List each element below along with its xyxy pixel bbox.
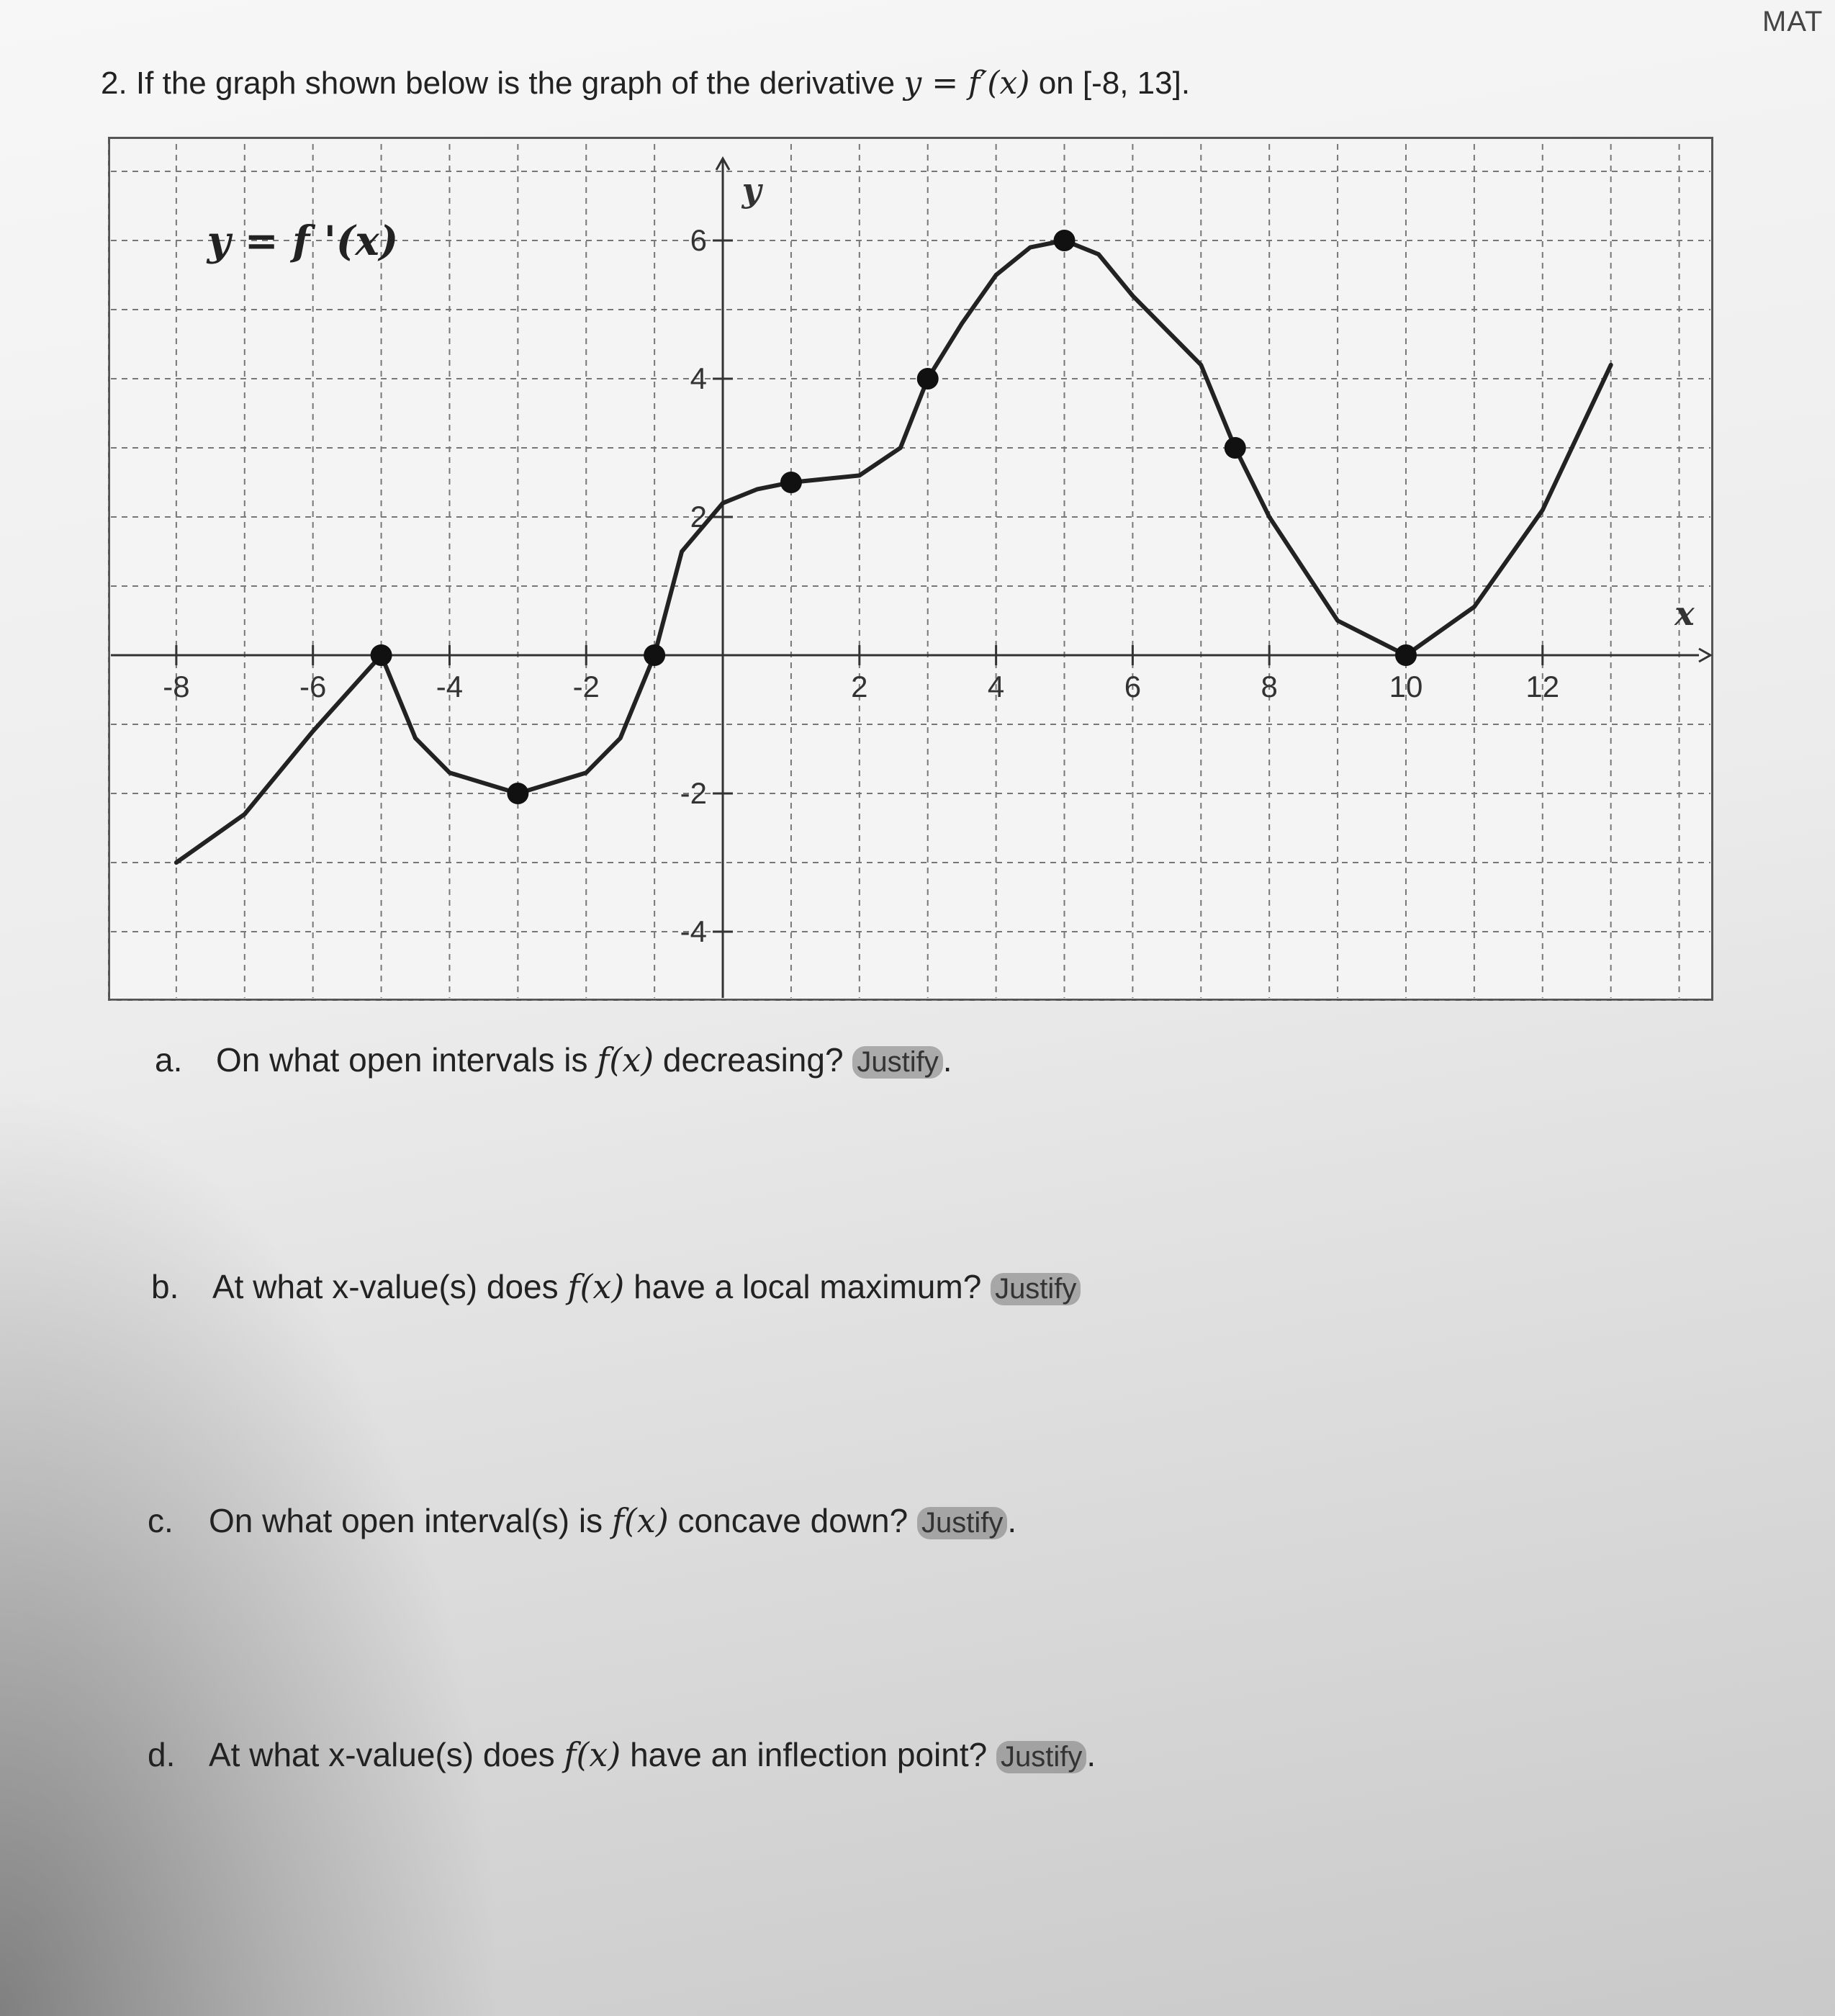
curve-point xyxy=(780,472,802,493)
question-math: f(x) xyxy=(611,1501,669,1540)
x-tick-label: 2 xyxy=(851,670,867,703)
curve-point xyxy=(1224,437,1246,459)
question-c: c. On what open interval(s) is f(x) conca… xyxy=(148,1501,1016,1540)
header-tag: MAT xyxy=(1762,6,1823,37)
question-text: At what x-value(s) does xyxy=(212,1268,568,1305)
question-text: decreasing? xyxy=(654,1041,853,1079)
y-tick-label: 4 xyxy=(690,361,707,395)
question-a: a. On what open intervals is f(x) decreas… xyxy=(155,1040,952,1079)
question-text: At what x-value(s) does xyxy=(209,1736,564,1773)
question-math: f(x) xyxy=(567,1267,625,1306)
justify-word: Justify xyxy=(996,1741,1087,1773)
x-tick-label: 10 xyxy=(1389,670,1423,703)
derivative-curve xyxy=(173,238,1613,865)
curve-point xyxy=(644,644,666,666)
question-math: f(x) xyxy=(597,1040,654,1079)
question-end: . xyxy=(942,1041,952,1079)
x-axis-label: x xyxy=(1674,594,1695,633)
question-text: On what open intervals is xyxy=(216,1041,598,1079)
y-axis-label: y xyxy=(741,171,764,210)
question-letter: b. xyxy=(151,1268,179,1305)
x-tick-label: 6 xyxy=(1124,670,1141,703)
curve-point xyxy=(507,783,529,804)
question-text: On what open interval(s) is xyxy=(209,1502,612,1539)
question-text: have an inflection point? xyxy=(621,1736,996,1773)
problem-text-after: on [-8, 13]. xyxy=(1029,66,1191,101)
justify-word: Justify xyxy=(852,1046,943,1079)
y-axis-arrow xyxy=(715,156,731,171)
x-tick-label: 12 xyxy=(1525,670,1559,703)
question-end: . xyxy=(1086,1736,1096,1773)
x-axis-arrow xyxy=(1698,647,1713,663)
curve-point xyxy=(1394,644,1417,666)
question-d: d. At what x-value(s) does f(x) have an i… xyxy=(148,1735,1096,1774)
curve-point xyxy=(370,644,392,666)
x-tick-label: -6 xyxy=(299,670,326,703)
photo-shadow xyxy=(0,1080,504,2016)
problem-math: y = f′(x) xyxy=(903,65,1030,102)
question-letter: a. xyxy=(155,1041,183,1079)
y-tick-label: 6 xyxy=(690,223,707,257)
x-tick-label: 8 xyxy=(1261,670,1278,703)
chart-title: y = f '(x) xyxy=(206,217,399,265)
x-tick-label: 4 xyxy=(988,670,1004,703)
question-letter: c. xyxy=(148,1502,173,1539)
x-tick-label: -2 xyxy=(573,670,600,703)
curve-point xyxy=(916,368,939,390)
question-end: . xyxy=(1007,1502,1017,1539)
y-tick-label: -4 xyxy=(680,914,707,948)
y-tick-label: -2 xyxy=(680,776,707,810)
question-text: have a local maximum? xyxy=(624,1268,991,1305)
problem-text-before: 2. If the graph shown below is the graph… xyxy=(101,66,904,101)
x-tick-label: -4 xyxy=(436,670,463,703)
question-math: f(x) xyxy=(564,1735,621,1774)
graph-frame xyxy=(108,137,1713,1001)
curve-point xyxy=(1053,230,1076,251)
justify-word: Justify xyxy=(917,1507,1008,1539)
problem-statement: 2. If the graph shown below is the graph… xyxy=(101,65,1190,102)
x-tick-label: -8 xyxy=(163,670,189,703)
question-b: b. At what x-value(s) does f(x) have a lo… xyxy=(151,1267,1081,1306)
question-text: concave down? xyxy=(668,1502,918,1539)
justify-word: Justify xyxy=(991,1273,1081,1305)
question-letter: d. xyxy=(148,1736,176,1773)
